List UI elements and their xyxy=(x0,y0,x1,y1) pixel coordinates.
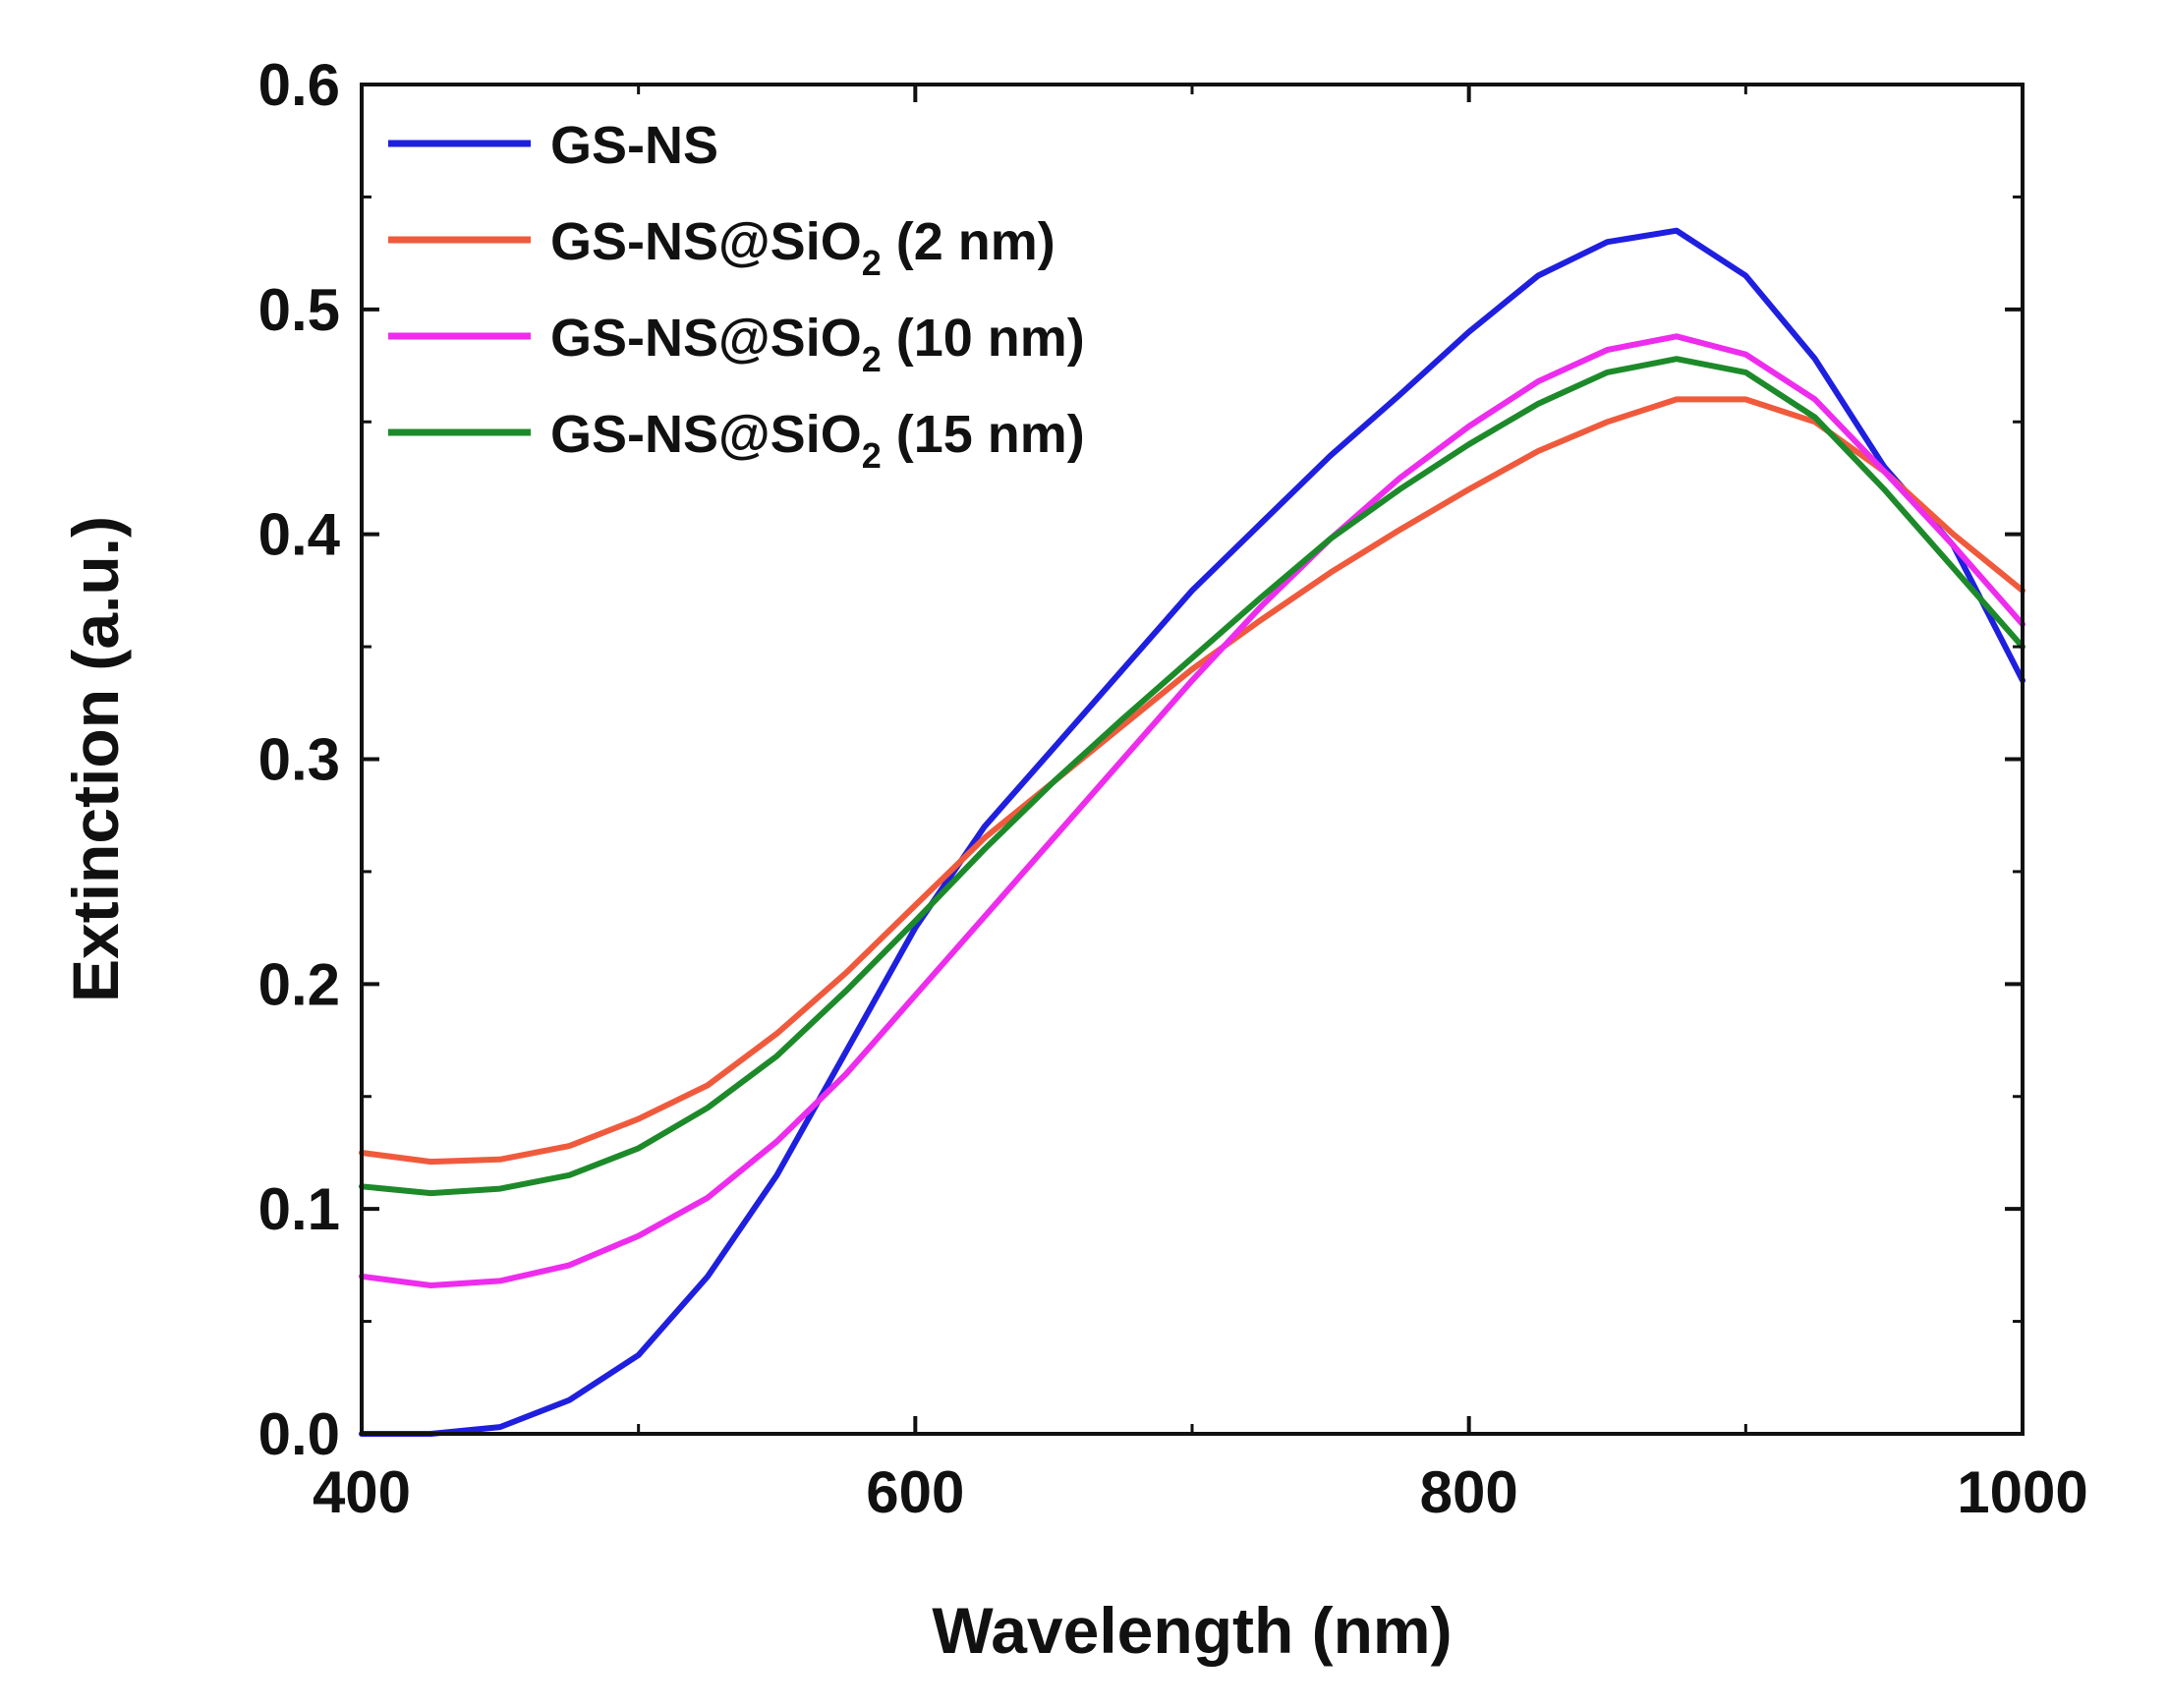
y-tick-label: 0.1 xyxy=(258,1176,340,1242)
x-tick-label: 600 xyxy=(866,1459,964,1525)
series-line-1 xyxy=(359,227,2025,1437)
series-line-2 xyxy=(359,396,2025,1166)
legend-label-3: GS-NS@SiO2 (10 nm) xyxy=(550,309,1085,379)
tick-labels-layer: 400 600 800 1000 0.0 0.1 0.2 0.3 0.4 0.5 0.6 xyxy=(258,52,2088,1525)
legend-label-4: GS-NS@SiO2 (15 nm) xyxy=(550,405,1085,476)
legend-label-subscript: 2 xyxy=(862,339,882,379)
legend-label-suffix: (15 nm) xyxy=(882,405,1085,464)
y-axis-title: Extinction (a.u.) xyxy=(59,516,132,1002)
y-tick-label: 0.6 xyxy=(258,52,340,118)
y-tick-label: 0.2 xyxy=(258,951,340,1017)
legend-label-suffix: (10 nm) xyxy=(882,309,1085,368)
y-tick-label: 0.5 xyxy=(258,277,340,343)
legend-label-suffix: (2 nm) xyxy=(882,212,1055,271)
legend-label-main: GS-NS@SiO xyxy=(550,405,862,464)
legend-label-1: GS-NS xyxy=(550,116,718,175)
x-axis-title: Wavelength (nm) xyxy=(932,1594,1452,1667)
legend-label-subscript: 2 xyxy=(862,435,882,476)
y-tick-label: 0.4 xyxy=(258,502,341,568)
series-layer xyxy=(359,227,2025,1437)
x-tick-label: 400 xyxy=(313,1459,411,1525)
legend-label-subscript: 2 xyxy=(862,243,882,283)
series-line-3 xyxy=(359,333,2025,1288)
series-line-4 xyxy=(359,356,2025,1197)
legend-label-main: GS-NS@SiO xyxy=(550,212,862,271)
y-tick-label: 0.3 xyxy=(258,727,340,793)
y-tick-label: 0.0 xyxy=(258,1401,340,1467)
legend-label-2: GS-NS@SiO2 (2 nm) xyxy=(550,212,1055,283)
legend-label-main: GS-NS@SiO xyxy=(550,309,862,368)
x-tick-label: 1000 xyxy=(1957,1459,2087,1525)
x-tick-label: 800 xyxy=(1420,1459,1518,1525)
legend-label-main: GS-NS xyxy=(550,116,718,175)
ticks-layer xyxy=(360,83,2025,1436)
